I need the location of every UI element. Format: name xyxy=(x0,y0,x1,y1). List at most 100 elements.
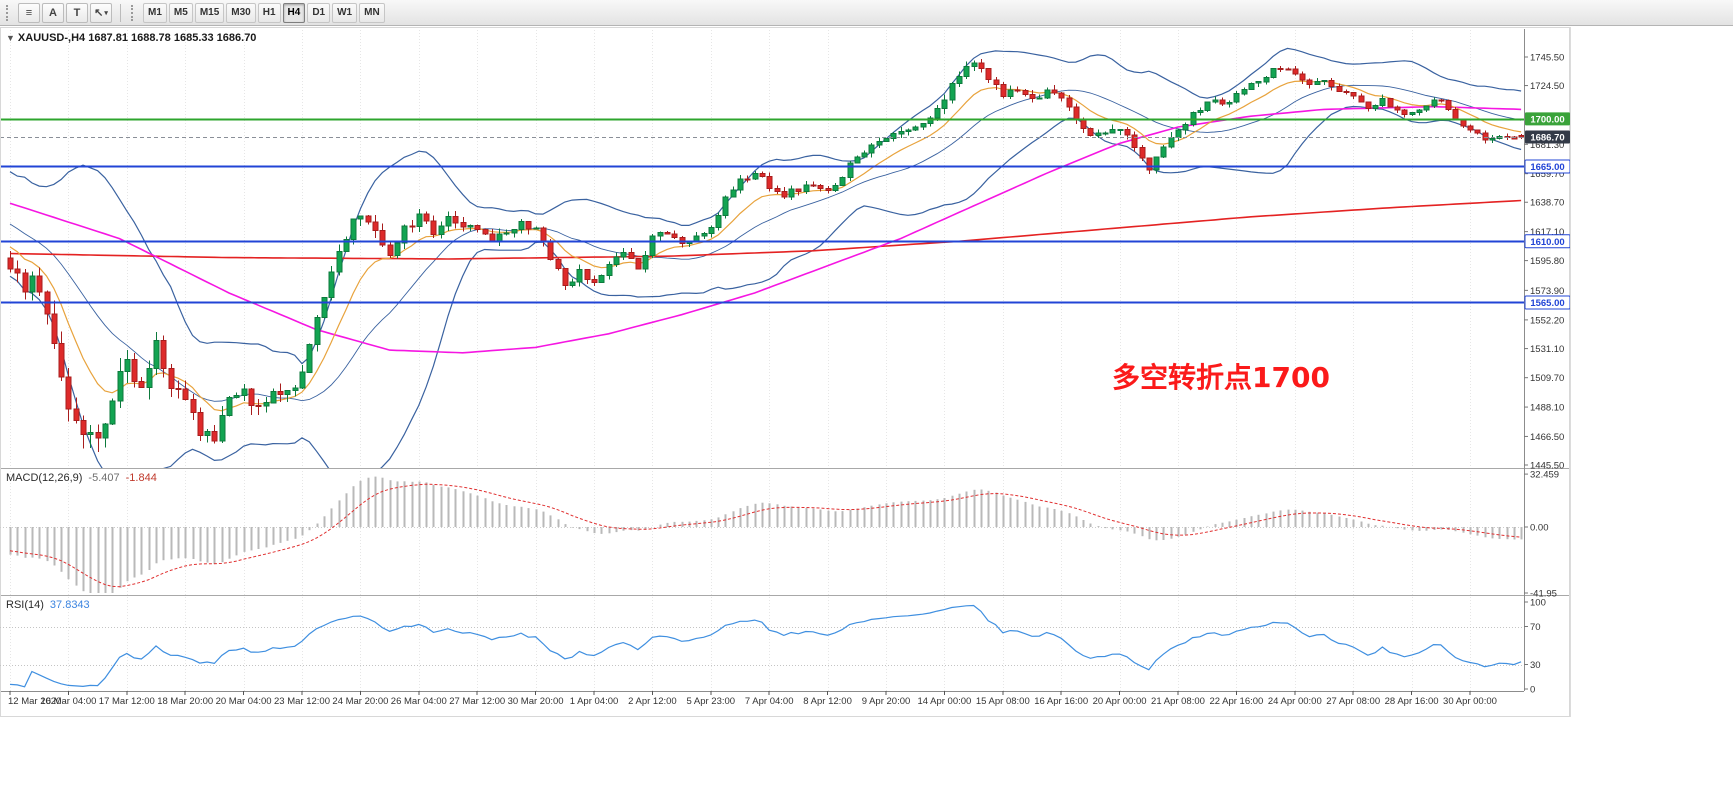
svg-text:1445.50: 1445.50 xyxy=(1530,461,1564,472)
svg-text:16 Apr 16:00: 16 Apr 16:00 xyxy=(1034,696,1088,707)
svg-text:28 Apr 16:00: 28 Apr 16:00 xyxy=(1385,696,1439,707)
macd-value: -5.407 xyxy=(88,472,120,484)
svg-text:22 Apr 16:00: 22 Apr 16:00 xyxy=(1209,696,1263,707)
svg-text:1488.10: 1488.10 xyxy=(1530,403,1564,414)
svg-text:100: 100 xyxy=(1530,598,1546,609)
svg-text:32.459: 32.459 xyxy=(1530,470,1559,481)
candles xyxy=(7,59,1524,452)
timeframe-m30-button[interactable]: M30 xyxy=(226,2,256,23)
svg-text:23 Mar 12:00: 23 Mar 12:00 xyxy=(274,696,330,707)
timeframe-w1-button[interactable]: W1 xyxy=(332,2,358,23)
svg-text:1531.10: 1531.10 xyxy=(1530,344,1564,355)
chart-annotation-text[interactable]: 多空转折点1700 xyxy=(1112,361,1330,394)
timeframe-d1-button[interactable]: D1 xyxy=(307,2,331,23)
macd-name: MACD(12,26,9) xyxy=(6,472,83,484)
svg-text:27 Apr 08:00: 27 Apr 08:00 xyxy=(1326,696,1380,707)
chart-window-border xyxy=(0,27,1570,717)
price-label-1700.00: 1700.00 xyxy=(1525,112,1570,126)
rsi-panel[interactable] xyxy=(0,604,1524,688)
macd-indicator-label: MACD(12,26,9) -5.407 -1.844 xyxy=(6,472,163,484)
annotate-a-button[interactable]: A xyxy=(42,2,64,23)
svg-text:8 Apr 12:00: 8 Apr 12:00 xyxy=(803,696,852,707)
rsi-name: RSI(14) xyxy=(6,599,44,611)
svg-text:30: 30 xyxy=(1530,660,1541,671)
rsi-value: 37.8343 xyxy=(49,599,90,611)
right-margin xyxy=(1570,27,1733,717)
svg-text:30 Apr 00:00: 30 Apr 00:00 xyxy=(1443,696,1497,707)
svg-text:1552.20: 1552.20 xyxy=(1530,315,1564,326)
macd-signal-line xyxy=(9,483,1522,588)
bollinger-middle-line xyxy=(9,84,1522,402)
timeframe-h4-button[interactable]: H4 xyxy=(282,2,306,23)
svg-text:1638.70: 1638.70 xyxy=(1530,198,1564,209)
svg-text:1 Apr 04:00: 1 Apr 04:00 xyxy=(570,696,619,707)
svg-text:1659.70: 1659.70 xyxy=(1530,169,1564,180)
toolbar-separator xyxy=(120,3,121,22)
svg-text:1595.80: 1595.80 xyxy=(1530,256,1564,267)
svg-text:0.00: 0.00 xyxy=(1530,523,1549,534)
svg-text:20 Apr 00:00: 20 Apr 00:00 xyxy=(1093,696,1147,707)
rsi-line xyxy=(9,604,1522,688)
toolbar-grip[interactable] xyxy=(6,4,11,21)
bollinger-lower-line xyxy=(9,105,1522,468)
top-toolbar: ≡ A T ↖ ▾ M1 M5 M15 M30 H1 H4 D1 W1 MN xyxy=(0,0,1733,26)
timeframe-m5-button[interactable]: M5 xyxy=(168,2,193,23)
svg-text:1509.70: 1509.70 xyxy=(1530,373,1564,384)
macd-panel[interactable] xyxy=(0,476,1524,593)
bollinger-upper-line xyxy=(9,47,1522,365)
slow-ma-line xyxy=(9,199,1522,260)
price-label-1565.00: 1565.00 xyxy=(1524,295,1571,310)
price-axis-labels: 1745.50 1724.50 1681.30 1659.70 1638.70 1617.… xyxy=(1524,53,1564,472)
svg-text:1700.00: 1700.00 xyxy=(1530,114,1564,125)
symbol-dropdown-icon[interactable]: ▼ xyxy=(6,33,15,43)
svg-text:5 Apr 23:00: 5 Apr 23:00 xyxy=(686,696,735,707)
svg-text:0: 0 xyxy=(1530,685,1535,696)
price-label-1610.00: 1610.00 xyxy=(1524,234,1571,249)
charts-menu-button[interactable]: ≡ xyxy=(18,2,40,23)
svg-text:12 Mar 2020: 12 Mar 2020 xyxy=(8,696,61,707)
quote-line: ▼ XAUUSD-,H4 1687.81 1688.78 1685.33 1686… xyxy=(6,32,256,44)
rsi-indicator-label: RSI(14) 37.8343 xyxy=(6,599,96,611)
svg-text:24 Apr 00:00: 24 Apr 00:00 xyxy=(1268,696,1322,707)
timeframe-m15-button[interactable]: M15 xyxy=(194,2,225,23)
svg-text:1724.50: 1724.50 xyxy=(1530,81,1564,92)
svg-text:17 Mar 12:00: 17 Mar 12:00 xyxy=(99,696,155,707)
mid-ma-line xyxy=(9,105,1522,354)
svg-text:1745.50: 1745.50 xyxy=(1530,53,1564,64)
svg-text:14 Apr 00:00: 14 Apr 00:00 xyxy=(917,696,971,707)
chart-canvas[interactable]: 1745.50 1724.50 1681.30 1659.70 1638.70 1617.… xyxy=(0,27,1571,717)
svg-text:1665.00: 1665.00 xyxy=(1530,162,1564,173)
svg-text:7 Apr 04:00: 7 Apr 04:00 xyxy=(745,696,794,707)
ohlc-quote-text: XAUUSD-,H4 1687.81 1688.78 1685.33 1686.… xyxy=(17,32,257,44)
current-price-label: 1686.70 xyxy=(1525,130,1570,144)
main-price-panel[interactable] xyxy=(0,47,1524,485)
grid-lines xyxy=(10,30,1471,691)
svg-text:70: 70 xyxy=(1530,622,1541,633)
svg-text:16 Mar 04:00: 16 Mar 04:00 xyxy=(40,696,96,707)
svg-text:-41.95: -41.95 xyxy=(1530,589,1557,600)
svg-text:20 Mar 04:00: 20 Mar 04:00 xyxy=(216,696,272,707)
svg-text:1681.30: 1681.30 xyxy=(1530,140,1564,151)
tool-button-group: ≡ A T ↖ ▾ xyxy=(18,2,112,23)
svg-text:9 Apr 20:00: 9 Apr 20:00 xyxy=(862,696,911,707)
price-chart-svg[interactable]: 1745.50 1724.50 1681.30 1659.70 1638.70 1617.… xyxy=(0,27,1571,717)
svg-text:1573.90: 1573.90 xyxy=(1530,286,1564,297)
cursor-dropdown-icon[interactable]: ▾ xyxy=(104,9,108,17)
macd-signal-value: -1.844 xyxy=(125,472,157,484)
timeframe-h1-button[interactable]: H1 xyxy=(257,2,281,23)
annotate-t-button[interactable]: T xyxy=(66,2,88,23)
timeframe-mn-button[interactable]: MN xyxy=(359,2,385,23)
svg-text:27 Mar 12:00: 27 Mar 12:00 xyxy=(449,696,505,707)
svg-text:2 Apr 12:00: 2 Apr 12:00 xyxy=(628,696,677,707)
svg-text:18 Mar 20:00: 18 Mar 20:00 xyxy=(157,696,213,707)
timeframe-m1-button[interactable]: M1 xyxy=(143,2,167,23)
svg-text:1686.70: 1686.70 xyxy=(1530,133,1564,144)
price-label-1665.00: 1665.00 xyxy=(1524,159,1571,174)
svg-text:21 Apr 08:00: 21 Apr 08:00 xyxy=(1151,696,1205,707)
fast-ema-line xyxy=(9,80,1522,412)
cursor-button[interactable]: ↖ ▾ xyxy=(90,2,112,23)
svg-text:26 Mar 04:00: 26 Mar 04:00 xyxy=(391,696,447,707)
toolbar-grip-2[interactable] xyxy=(131,4,136,21)
